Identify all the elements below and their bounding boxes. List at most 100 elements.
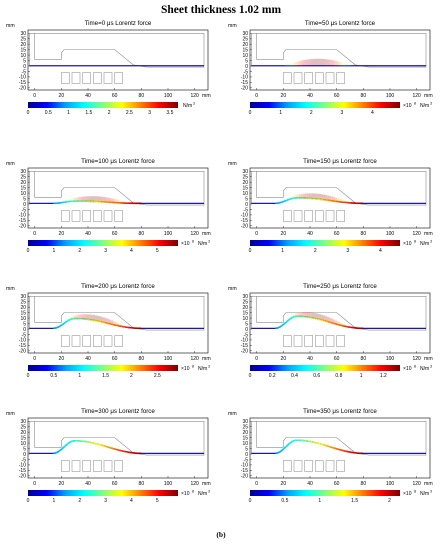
sheet-segment — [280, 323, 284, 328]
y-tick-label: 20 — [20, 180, 26, 186]
colorbar-tick-label: 3 — [340, 110, 343, 116]
colorbar-unit-exponent: 3 — [430, 365, 432, 369]
x-tick-label: 60 — [112, 93, 118, 99]
colorbar-tick-label: 3 — [148, 110, 151, 116]
colorbar-unit: N/m — [420, 491, 429, 497]
y-tick-label: -5 — [22, 207, 27, 213]
colorbar-scale-exponent: 8 — [192, 365, 194, 369]
panel-title: Time=250 μs Lorentz force — [303, 283, 377, 290]
y-tick-label: 15 — [242, 310, 248, 316]
panel-7: Time=300 μs Lorentz forcemm302520151050-… — [6, 408, 211, 504]
coil-turn — [61, 72, 70, 84]
colorbar-scale-exponent: 8 — [414, 240, 416, 244]
sheet-segment — [290, 316, 295, 319]
coil-turn — [304, 460, 313, 472]
die-outline — [251, 170, 427, 206]
y-tick-label: 5 — [245, 58, 248, 64]
sheet-segment — [117, 324, 121, 327]
colorbar-tick-label: 0 — [249, 248, 252, 254]
x-tick-label: 20 — [281, 231, 287, 237]
plot-frame — [27, 417, 209, 479]
coil-turn — [93, 335, 102, 347]
sheet-segment — [111, 447, 115, 450]
sheet-segment — [66, 319, 70, 323]
colorbar-unit: N/m — [198, 366, 207, 372]
y-tick-label: -5 — [244, 207, 249, 213]
y-tick-label: 15 — [242, 47, 248, 53]
coil-turn — [325, 210, 335, 222]
sheet-segment — [95, 320, 99, 323]
sheet-segment — [280, 448, 284, 453]
y-tick-label: 30 — [242, 294, 248, 300]
colorbar-tick-label: 4 — [371, 110, 374, 116]
sheet-segment — [331, 321, 335, 325]
sheet-base — [29, 440, 204, 454]
sheet-segment — [63, 320, 68, 325]
die-outline — [29, 170, 205, 206]
y-tick-label: 0 — [23, 202, 26, 208]
y-tick-label: -15 — [19, 80, 26, 86]
y-tick-label: 30 — [242, 31, 248, 37]
y-tick-label: -10 — [241, 338, 248, 344]
sheet-segment — [117, 448, 121, 452]
x-tick-label: 60 — [112, 481, 118, 487]
x-tick-label: 20 — [59, 481, 65, 487]
colorbar-tick-label: 0 — [27, 373, 30, 379]
x-tick-label: 0 — [255, 93, 258, 99]
x-tick-label: 120 — [190, 231, 199, 237]
sheet-segment — [325, 320, 329, 323]
colorbar-scale: ×10 — [403, 103, 412, 109]
sheet-segment — [341, 324, 345, 327]
y-tick-label: 15 — [20, 435, 26, 441]
colorbar-tick-label: 4 — [379, 248, 382, 254]
colorbar-tick-label: 1 — [78, 373, 81, 379]
x-tick-label: 100 — [164, 481, 173, 487]
x-tick-label: 120 — [190, 93, 199, 99]
coil-turn — [304, 210, 313, 222]
coil-turn — [336, 210, 345, 222]
y-tick-label: 10 — [242, 316, 248, 322]
x-tick-label: 0 — [33, 356, 36, 362]
colorbar-tick-label: 0.5 — [45, 110, 52, 116]
colorbar-unit-exponent: 3 — [430, 102, 432, 106]
coil-turn — [304, 72, 313, 84]
colorbar-unit: N/m — [183, 103, 192, 109]
x-tick-label: 60 — [334, 356, 340, 362]
colorbar-tick-label: 0 — [27, 110, 30, 116]
colorbar-tick-label: 2 — [78, 248, 81, 254]
sheet-segment — [95, 442, 99, 446]
sheet-segment — [323, 444, 327, 447]
x-tick-label: 100 — [386, 481, 395, 487]
sheet-segment — [68, 440, 73, 444]
coil-turn — [293, 210, 303, 222]
sheet-segment — [288, 441, 292, 445]
sheet-segment — [58, 448, 62, 453]
colorbar-unit-exponent: 3 — [208, 365, 210, 369]
x-tick-label: 40 — [307, 93, 313, 99]
sheet-segment — [119, 449, 123, 452]
panel-3: Time=100 μs Lorentz forcemm302520151050-… — [6, 158, 211, 254]
y-tick-label: 25 — [242, 425, 248, 431]
coil-turn — [82, 335, 91, 347]
sheet-segment — [111, 323, 115, 326]
y-tick-label: -20 — [241, 349, 248, 355]
colorbar-scale-exponent: 8 — [414, 102, 416, 106]
x-tick-label: 120 — [412, 93, 421, 99]
colorbar-tick-label: 5 — [156, 498, 159, 504]
colorbar-tick-label: 1 — [279, 110, 282, 116]
y-tick-label: -20 — [19, 224, 26, 230]
y-tick-label: 0 — [245, 327, 248, 333]
y-tick-label: 25 — [20, 425, 26, 431]
colorbar-unit-exponent: 3 — [430, 490, 432, 494]
y-axis-unit: mm — [228, 161, 237, 167]
x-axis-unit: mm — [424, 356, 433, 362]
y-tick-label: 25 — [242, 175, 248, 181]
x-axis-unit: mm — [424, 93, 433, 99]
x-tick-label: 40 — [85, 481, 91, 487]
panel-5: Time=200 μs Lorentz forcemm302520151050-… — [6, 283, 211, 379]
x-tick-label: 0 — [255, 231, 258, 237]
x-axis-unit: mm — [424, 231, 433, 237]
colorbar-tick-label: 0.5 — [281, 498, 288, 504]
coil-turn — [71, 210, 81, 222]
colorbar-tick-label: 0 — [249, 373, 252, 379]
